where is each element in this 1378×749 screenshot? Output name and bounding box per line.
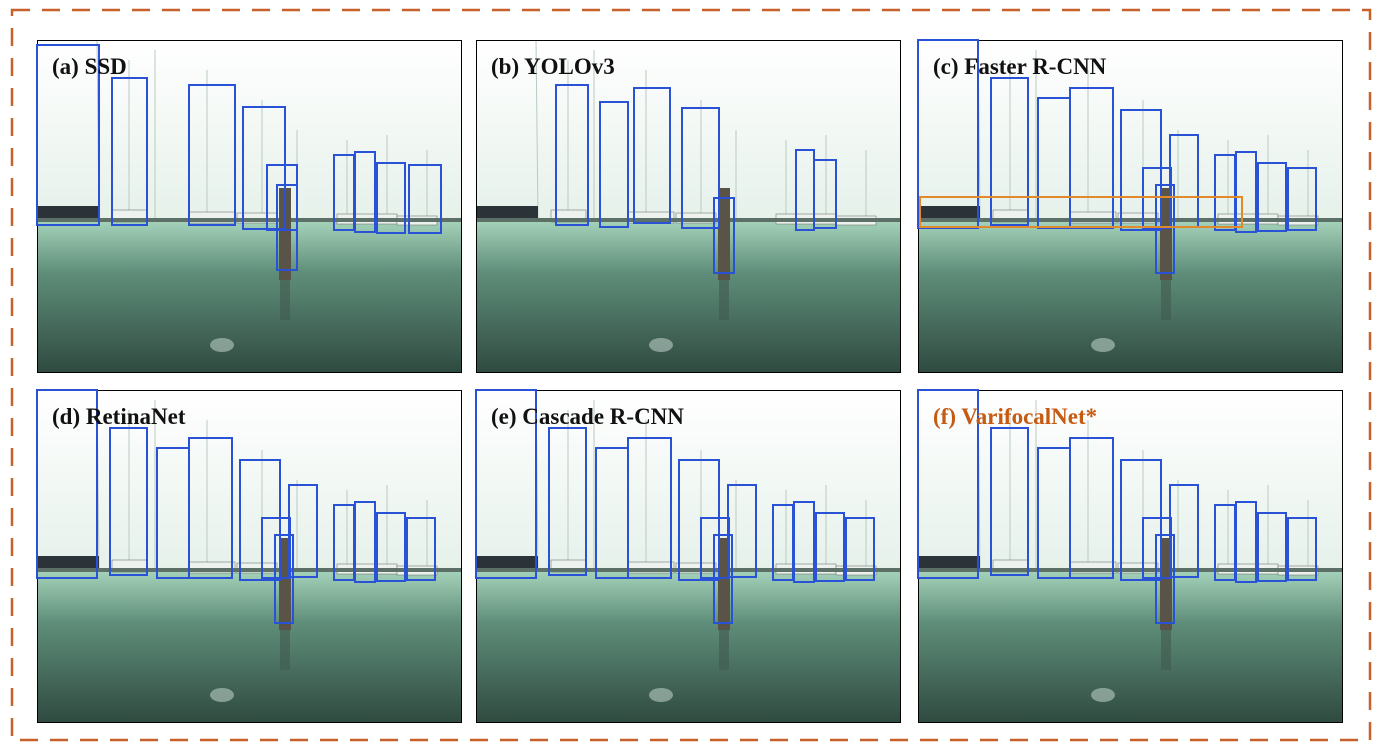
panel-image	[918, 40, 1343, 373]
page: (a) SSD (b) YOLOv3 (c) Faster R-CNN (d) Ret…	[0, 0, 1378, 749]
panel: (b) YOLOv3	[476, 40, 901, 373]
panel-title: (e) Cascade R-CNN	[491, 404, 684, 429]
panel: (e) Cascade R-CNN	[476, 390, 901, 723]
panel-title: (a) SSD	[52, 54, 127, 79]
panel-title: (d) RetinaNet	[52, 404, 186, 429]
panel-image	[37, 390, 462, 723]
panel-image	[476, 40, 901, 373]
panel-image	[37, 40, 462, 373]
panel-title: (b) YOLOv3	[491, 54, 615, 79]
panel: (c) Faster R-CNN	[918, 40, 1343, 373]
panel-image	[476, 390, 901, 723]
panel-title: (f) VarifocalNet*	[933, 404, 1097, 429]
panel-image	[918, 390, 1343, 723]
panel: (d) RetinaNet	[37, 390, 462, 723]
figure: (a) SSD (b) YOLOv3 (c) Faster R-CNN (d) Ret…	[0, 0, 1378, 749]
panel: (f) VarifocalNet*	[918, 390, 1343, 723]
panel-title: (c) Faster R-CNN	[933, 54, 1107, 79]
panel: (a) SSD	[37, 40, 462, 373]
